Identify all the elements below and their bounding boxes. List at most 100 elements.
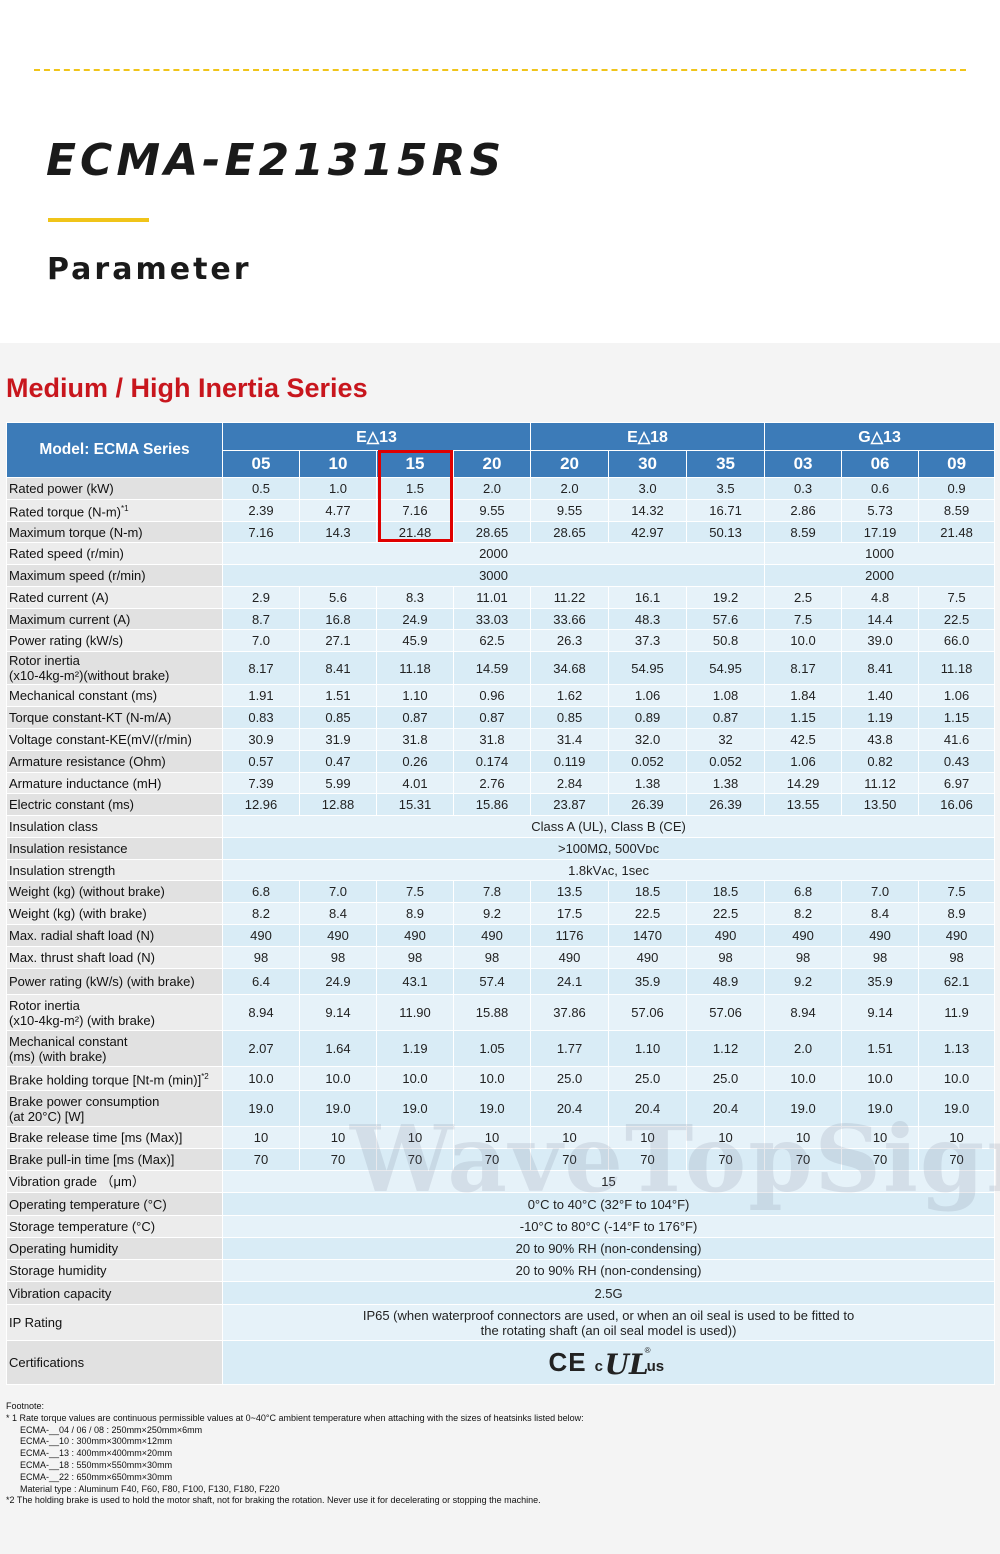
series-title: Medium / High Inertia Series <box>6 373 368 403</box>
value-cell: 0.6 <box>841 477 920 500</box>
value-cell: 1.91 <box>222 684 300 707</box>
value-cell: 57.06 <box>686 994 766 1031</box>
merged-value-text: 1.8kVᴀᴄ, 1sec <box>568 862 649 878</box>
value-cell: 10.0 <box>841 1066 920 1091</box>
value-cell: 70 <box>452 1148 532 1171</box>
value-cell: 50.13 <box>686 521 766 543</box>
row-label-text: Brake pull-in time [ms (Max)] <box>9 1152 175 1167</box>
value-cell: 7.0 <box>222 629 300 652</box>
table-row: Rated speed (r/min) 2000 1000 <box>6 542 996 565</box>
value-cell: 1.0 <box>299 477 377 500</box>
value-cell: 490 <box>530 946 610 969</box>
value-cell: 2.0 <box>764 1030 843 1067</box>
table-row: Weight (kg) (without brake) 6.8 7.0 7.5 7.8 1… <box>6 880 996 903</box>
value-cell: 11.9 <box>918 994 996 1031</box>
table-row: Brake release time [ms (Max)] 10 10 10 10 10 1… <box>6 1126 996 1149</box>
merged-value-cell: >100MΩ, 500Vᴅᴄ <box>221 837 996 860</box>
value-cell-highlighted: 10 <box>376 1126 454 1149</box>
value-cell-highlighted: 98 <box>376 946 454 969</box>
ul-mark-text: UL <box>604 1347 649 1381</box>
table-row: Vibration capacity 2.5G <box>6 1281 996 1305</box>
value-cell: 30.9 <box>222 728 300 751</box>
row-label-text: Operating temperature (°C) <box>9 1196 167 1212</box>
value-cell: 490 <box>222 924 300 947</box>
certifications-cell: CE c UL ® us <box>221 1340 996 1385</box>
value-cell: 4.8 <box>841 586 920 609</box>
value-cell: 1.51 <box>841 1030 920 1067</box>
group-header: G△13 <box>764 422 996 451</box>
row-label-text: Torque constant-KT (N-m/A) <box>9 710 172 725</box>
table-row: Maximum speed (r/min) 3000 2000 <box>6 564 996 587</box>
value-cell: 42.5 <box>764 728 843 751</box>
row-label: Power rating (kW/s) (with brake) <box>6 968 223 995</box>
row-label-text: Insulation resistance <box>9 841 128 856</box>
row-label-text: Mechanical constant (ms) <box>9 688 158 703</box>
table-row: Brake holding torque [Nt-m (min)]*2 10.0 1… <box>6 1066 996 1091</box>
value-cell: 8.4 <box>841 902 920 925</box>
value-cell: 15.86 <box>452 793 532 816</box>
value-cell: 5.73 <box>841 499 920 522</box>
value-cell: 18.5 <box>608 880 688 903</box>
value-cell: 8.94 <box>222 994 300 1031</box>
value-cell: 17.19 <box>841 521 920 543</box>
row-label: Rotor inertia (x10-4kg-m²)(without brake) <box>6 651 223 685</box>
value-cell: 1.05 <box>452 1030 532 1067</box>
row-label: Maximum current (A) <box>6 608 223 630</box>
value-cell: 10.0 <box>452 1066 532 1091</box>
value-cell: 28.65 <box>530 521 610 543</box>
footnote-line: Material type : Aluminum F40, F60, F80, … <box>20 1483 280 1494</box>
value-cell: 2.0 <box>452 477 532 500</box>
value-cell: 0.57 <box>222 750 300 773</box>
value-cell: 14.32 <box>608 499 688 522</box>
value-cell: 31.4 <box>530 728 610 751</box>
row-label-footnote-mark: *1 <box>120 504 129 514</box>
table-row: Insulation resistance >100MΩ, 500Vᴅᴄ <box>6 837 996 860</box>
row-label: Weight (kg) (without brake) <box>6 880 223 903</box>
merged-value-text: 15 <box>601 1174 616 1189</box>
row-label: Brake power consumption (at 20°C) [W] <box>6 1090 223 1127</box>
value-cell: 11.12 <box>841 772 920 794</box>
row-label: Rated power (kW) <box>6 477 223 500</box>
group-header: E△18 <box>530 422 766 451</box>
row-label-text: Rated power (kW) <box>9 481 114 496</box>
value-cell: 25.0 <box>530 1066 610 1091</box>
value-cell: 62.5 <box>452 629 532 652</box>
value-cell: 25.0 <box>608 1066 688 1091</box>
value-cell: 57.6 <box>686 608 766 630</box>
value-cell: 0.43 <box>918 750 996 773</box>
value-cell: 2.84 <box>530 772 610 794</box>
value-cell: 8.2 <box>222 902 300 925</box>
value-cell-highlighted: 1.10 <box>376 684 454 707</box>
table-row: Voltage constant-KE(mV/(r/min) 30.9 31.9 31… <box>6 728 996 751</box>
value-cell: 17.5 <box>530 902 610 925</box>
value-cell: 98 <box>841 946 920 969</box>
merged-value-cell: Class A (UL), Class B (CE) <box>221 815 996 838</box>
merged-value-text: Class A (UL), Class B (CE) <box>531 819 686 834</box>
row-label: Insulation resistance <box>6 837 223 860</box>
row-label-text: Insulation strength <box>9 862 116 878</box>
value-cell: 8.2 <box>764 902 843 925</box>
value-cell: 9.2 <box>452 902 532 925</box>
table-row: Maximum torque (N-m) 7.16 14.3 21.48 28.65 28… <box>6 521 996 543</box>
value-cell: 28.65 <box>452 521 532 543</box>
value-cell: 70 <box>686 1148 766 1171</box>
value-cell: 14.29 <box>764 772 843 794</box>
value-cell: 14.3 <box>299 521 377 543</box>
merged-value-cell: 3000 <box>221 564 766 587</box>
value-cell: 0.82 <box>841 750 920 773</box>
value-cell: 0.87 <box>686 706 766 729</box>
value-cell: 2.76 <box>452 772 532 794</box>
merged-value-text: 2.5G <box>594 1285 623 1301</box>
value-cell: 1.62 <box>530 684 610 707</box>
value-cell: 7.39 <box>222 772 300 794</box>
value-cell: 62.1 <box>918 968 996 995</box>
row-label: Brake pull-in time [ms (Max)] <box>6 1148 223 1171</box>
value-cell: 31.9 <box>299 728 377 751</box>
value-cell: 54.95 <box>608 651 688 685</box>
value-cell: 2.5 <box>764 586 843 609</box>
value-cell: 6.8 <box>764 880 843 903</box>
value-cell: 70 <box>608 1148 688 1171</box>
merged-value-cell: 0°C to 40°C (32°F to 104°F) <box>221 1192 996 1216</box>
merged-value-text: 20 to 90% RH (non-condensing) <box>515 1241 702 1256</box>
dashed-divider <box>34 69 966 71</box>
